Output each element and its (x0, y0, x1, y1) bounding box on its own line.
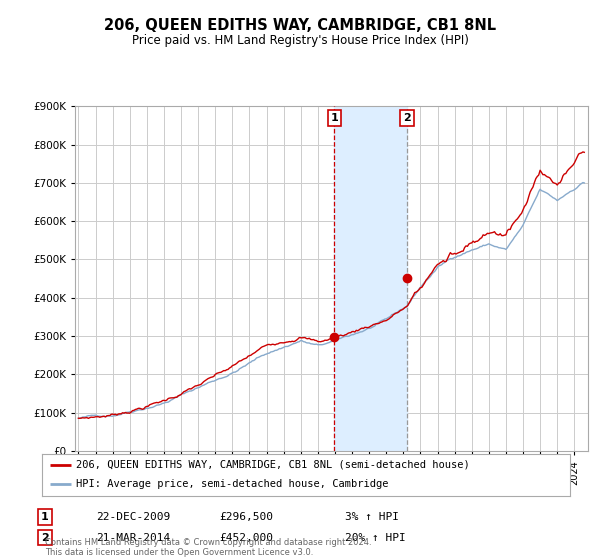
Text: 1: 1 (331, 113, 338, 123)
Text: £452,000: £452,000 (219, 533, 273, 543)
Text: £296,500: £296,500 (219, 512, 273, 522)
Text: Price paid vs. HM Land Registry's House Price Index (HPI): Price paid vs. HM Land Registry's House … (131, 34, 469, 46)
Text: 1: 1 (41, 512, 49, 522)
Bar (334, 106, 407, 451)
Text: 20% ↑ HPI: 20% ↑ HPI (345, 533, 406, 543)
Text: 21-MAR-2014: 21-MAR-2014 (96, 533, 170, 543)
Text: 3% ↑ HPI: 3% ↑ HPI (345, 512, 399, 522)
Text: 206, QUEEN EDITHS WAY, CAMBRIDGE, CB1 8NL: 206, QUEEN EDITHS WAY, CAMBRIDGE, CB1 8N… (104, 18, 496, 33)
Text: 2: 2 (41, 533, 49, 543)
Text: 206, QUEEN EDITHS WAY, CAMBRIDGE, CB1 8NL (semi-detached house): 206, QUEEN EDITHS WAY, CAMBRIDGE, CB1 8N… (76, 460, 470, 470)
Text: HPI: Average price, semi-detached house, Cambridge: HPI: Average price, semi-detached house,… (76, 479, 389, 489)
Text: 2: 2 (403, 113, 411, 123)
Text: Contains HM Land Registry data © Crown copyright and database right 2024.
This d: Contains HM Land Registry data © Crown c… (45, 538, 371, 557)
Text: 22-DEC-2009: 22-DEC-2009 (96, 512, 170, 522)
